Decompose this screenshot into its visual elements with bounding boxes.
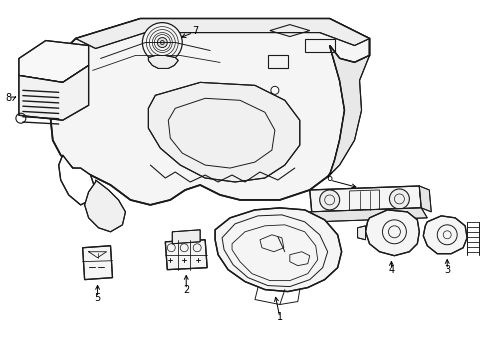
Polygon shape — [329, 39, 369, 175]
Polygon shape — [357, 226, 365, 240]
Text: 3: 3 — [443, 265, 449, 275]
Text: 8: 8 — [6, 93, 12, 103]
Polygon shape — [82, 246, 112, 280]
Polygon shape — [419, 186, 430, 212]
Circle shape — [160, 41, 164, 45]
Text: 6: 6 — [326, 173, 332, 183]
Circle shape — [388, 189, 408, 209]
Text: 4: 4 — [387, 265, 394, 275]
Polygon shape — [215, 208, 341, 292]
Polygon shape — [148, 82, 299, 182]
Circle shape — [157, 37, 167, 48]
Polygon shape — [148, 55, 178, 68]
Text: 1: 1 — [276, 312, 283, 323]
Polygon shape — [19, 66, 88, 120]
Polygon shape — [165, 240, 207, 270]
Polygon shape — [84, 180, 125, 232]
Polygon shape — [172, 230, 200, 244]
Polygon shape — [59, 155, 95, 205]
Polygon shape — [19, 41, 88, 82]
Text: 7: 7 — [192, 26, 198, 36]
Polygon shape — [309, 208, 427, 222]
Circle shape — [270, 86, 278, 94]
Circle shape — [319, 190, 339, 210]
Polygon shape — [309, 186, 421, 212]
Circle shape — [142, 23, 182, 62]
Polygon shape — [365, 210, 419, 256]
Polygon shape — [423, 216, 466, 254]
Polygon shape — [51, 19, 369, 205]
Polygon shape — [76, 19, 369, 49]
Text: 2: 2 — [183, 284, 189, 294]
Text: 5: 5 — [94, 293, 101, 302]
